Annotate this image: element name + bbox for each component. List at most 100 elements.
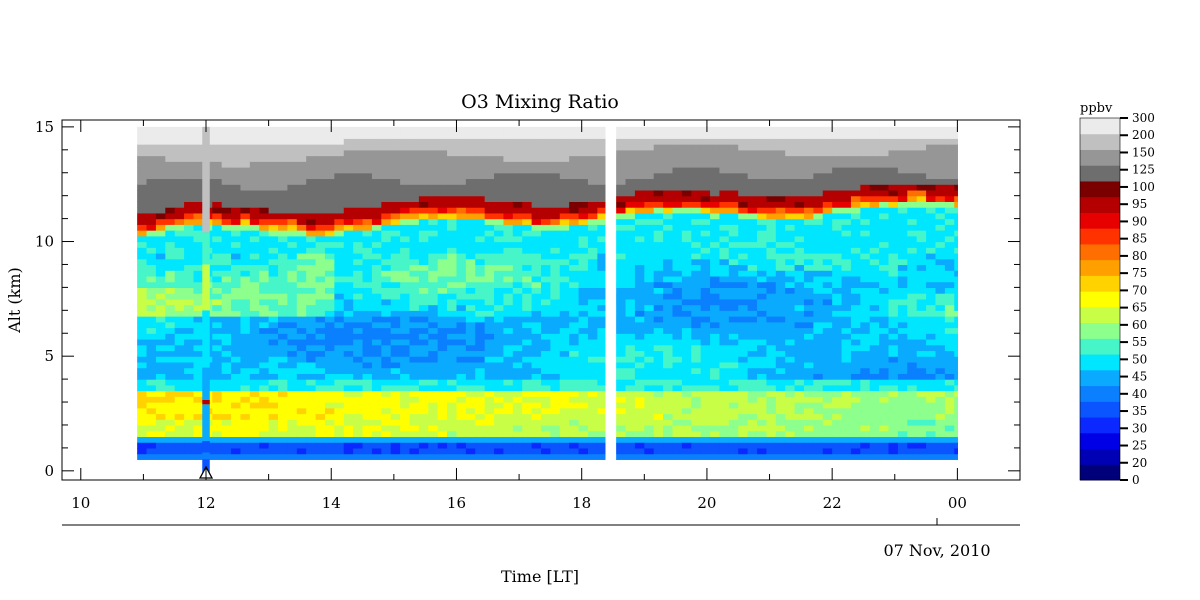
heatmap-cell <box>390 252 401 260</box>
heatmap-cell <box>221 189 232 197</box>
heatmap-cell <box>822 167 833 174</box>
heatmap-cell <box>212 316 223 323</box>
heatmap-cell <box>888 270 899 277</box>
heatmap-cell <box>353 379 364 386</box>
heatmap-cell <box>757 436 768 443</box>
heatmap-cell <box>841 367 852 374</box>
heatmap-cell <box>390 161 401 168</box>
heatmap-cell <box>672 436 683 443</box>
heatmap-cell <box>907 327 918 334</box>
heatmap-cell <box>766 321 777 329</box>
heatmap-cell <box>174 384 185 392</box>
heatmap-cell <box>860 172 871 180</box>
heatmap-cell <box>775 453 786 460</box>
heatmap-cell <box>710 396 721 403</box>
heatmap-cell <box>672 344 683 352</box>
heatmap-cell <box>503 430 514 438</box>
heatmap-cell <box>184 252 195 260</box>
heatmap-cell <box>860 407 871 415</box>
heatmap-cell <box>794 344 805 352</box>
heatmap-cell <box>550 184 561 191</box>
heatmap-cell <box>757 293 768 300</box>
heatmap-cell <box>343 293 354 300</box>
heatmap-cell <box>343 333 354 340</box>
heatmap-cell <box>362 344 373 352</box>
heatmap-cell <box>212 321 223 329</box>
heatmap-cell <box>456 149 467 157</box>
heatmap-cell <box>221 367 232 374</box>
heatmap-cell <box>832 270 843 277</box>
heatmap-cell <box>663 361 674 369</box>
heatmap-cell <box>879 430 890 438</box>
heatmap-cell <box>155 172 166 180</box>
heatmap-cell <box>334 247 345 254</box>
heatmap-cell <box>240 201 251 208</box>
heatmap-cell <box>343 419 354 426</box>
heatmap-cell <box>146 413 157 420</box>
heatmap-cell <box>710 241 721 248</box>
heatmap-cell <box>212 247 223 254</box>
heatmap-cell <box>409 424 420 432</box>
heatmap-cell <box>390 287 401 294</box>
heatmap-cell <box>249 402 260 409</box>
heatmap-cell <box>681 258 692 266</box>
heatmap-cell <box>249 310 260 317</box>
heatmap-cell <box>428 258 439 266</box>
heatmap-cell <box>484 189 495 197</box>
heatmap-cell <box>700 207 711 214</box>
heatmap-cell <box>465 132 476 139</box>
heatmap-cell <box>803 361 814 369</box>
heatmap-cell <box>512 430 523 438</box>
heatmap-cell <box>231 379 242 386</box>
heatmap-cell <box>860 132 871 139</box>
heatmap-cell <box>174 144 185 151</box>
heatmap-cell <box>813 316 824 323</box>
heatmap-cell <box>719 442 730 449</box>
heatmap-cell <box>531 149 542 157</box>
heatmap-cell <box>465 184 476 191</box>
heatmap-cell <box>663 184 674 191</box>
heatmap-cell <box>775 201 786 208</box>
heatmap-cell <box>146 442 157 449</box>
heatmap-cell <box>916 396 927 403</box>
heatmap-cell <box>813 453 824 460</box>
heatmap-cell <box>137 327 148 334</box>
heatmap-cell <box>757 419 768 426</box>
heatmap-cell <box>278 264 289 271</box>
heatmap-cell <box>353 184 364 191</box>
heatmap-cell <box>278 447 289 455</box>
heatmap-cell <box>700 218 711 225</box>
heatmap-cell <box>390 304 401 311</box>
heatmap-cell <box>240 321 251 329</box>
heatmap-cell <box>907 310 918 317</box>
heatmap-cell <box>785 402 796 409</box>
heatmap-cell <box>597 447 608 455</box>
heatmap-cell <box>381 413 392 420</box>
heatmap-cell <box>137 144 148 151</box>
heatmap-cell <box>315 287 326 294</box>
heatmap-cell <box>456 407 467 415</box>
heatmap-cell <box>672 230 683 237</box>
heatmap-cell <box>287 212 298 220</box>
heatmap-cell <box>212 293 223 300</box>
heatmap-cell <box>822 361 833 369</box>
heatmap-cell <box>503 338 514 346</box>
heatmap-cell <box>569 338 580 346</box>
heatmap-cell <box>165 224 176 231</box>
heatmap-cell <box>221 407 232 415</box>
heatmap-cell <box>841 321 852 329</box>
heatmap-cell <box>296 149 307 157</box>
heatmap-cell <box>353 167 364 174</box>
heatmap-cell <box>926 172 937 180</box>
heatmap-cell <box>390 390 401 397</box>
heatmap-cell <box>306 333 317 340</box>
heatmap-cell <box>550 207 561 214</box>
heatmap-cell <box>465 275 476 283</box>
heatmap-cell <box>719 436 730 443</box>
heatmap-cell <box>362 230 373 237</box>
heatmap-cell <box>193 298 204 306</box>
heatmap-cell <box>926 327 937 334</box>
heatmap-cell <box>353 195 364 202</box>
heatmap-cell <box>259 207 270 214</box>
heatmap-cell <box>757 207 768 214</box>
